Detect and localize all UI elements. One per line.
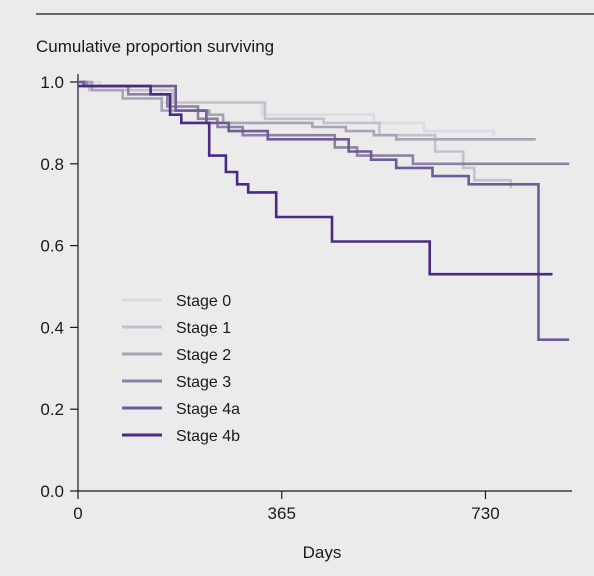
legend-label: Stage 1 xyxy=(176,320,231,337)
series-line-stage-1 xyxy=(78,80,512,189)
x-tick-label: 0 xyxy=(73,504,82,523)
legend-label: Stage 4a xyxy=(176,401,240,418)
y-tick-label: 0.8 xyxy=(40,155,64,174)
legend: Stage 0 Stage 1 Stage 2 Stage 3 Stage 4a Stag… xyxy=(122,293,240,445)
series-lines xyxy=(78,80,570,341)
series-line-stage-4a xyxy=(78,80,570,341)
legend-label: Stage 4b xyxy=(176,428,240,445)
x-axis-label: Days xyxy=(303,543,342,562)
y-tick-label: 0.2 xyxy=(40,400,64,419)
y-axis-label: Cumulative proportion surviving xyxy=(36,37,274,56)
y-tick-label: 0.4 xyxy=(40,318,64,337)
legend-label: Stage 3 xyxy=(176,374,231,391)
legend-label: Stage 0 xyxy=(176,293,231,310)
y-tick-label: 0.6 xyxy=(40,237,64,256)
x-tick-label: 730 xyxy=(471,504,499,523)
x-tick-label: 365 xyxy=(268,504,296,523)
y-tick-label: 0.0 xyxy=(40,482,64,501)
axes: 0.0 0.2 0.4 0.6 0.8 1.0 0 365 730 xyxy=(40,73,572,523)
legend-label: Stage 2 xyxy=(176,347,231,364)
series-line-stage-4b xyxy=(78,84,553,276)
series-line-stage-2 xyxy=(78,80,536,141)
y-tick-label: 1.0 xyxy=(40,73,64,92)
